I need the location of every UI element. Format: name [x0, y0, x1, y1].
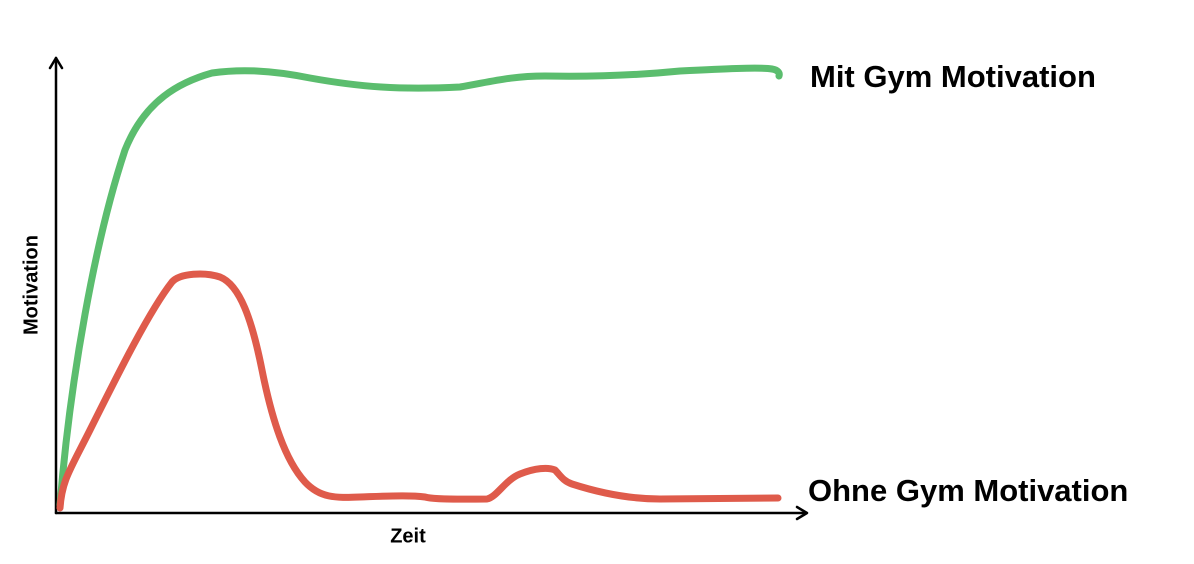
curve-green	[56, 64, 783, 509]
y-axis-arrow	[48, 56, 64, 70]
curve-label: Mit Gym Motivation	[810, 59, 1096, 94]
y-axis-label: Motivation	[20, 235, 42, 335]
curve-label: Ohne Gym Motivation	[808, 473, 1128, 508]
curve-red	[56, 270, 782, 512]
x-axis-arrow	[795, 505, 809, 521]
x-axis-label: Zeit	[390, 525, 426, 547]
axes	[48, 56, 809, 521]
